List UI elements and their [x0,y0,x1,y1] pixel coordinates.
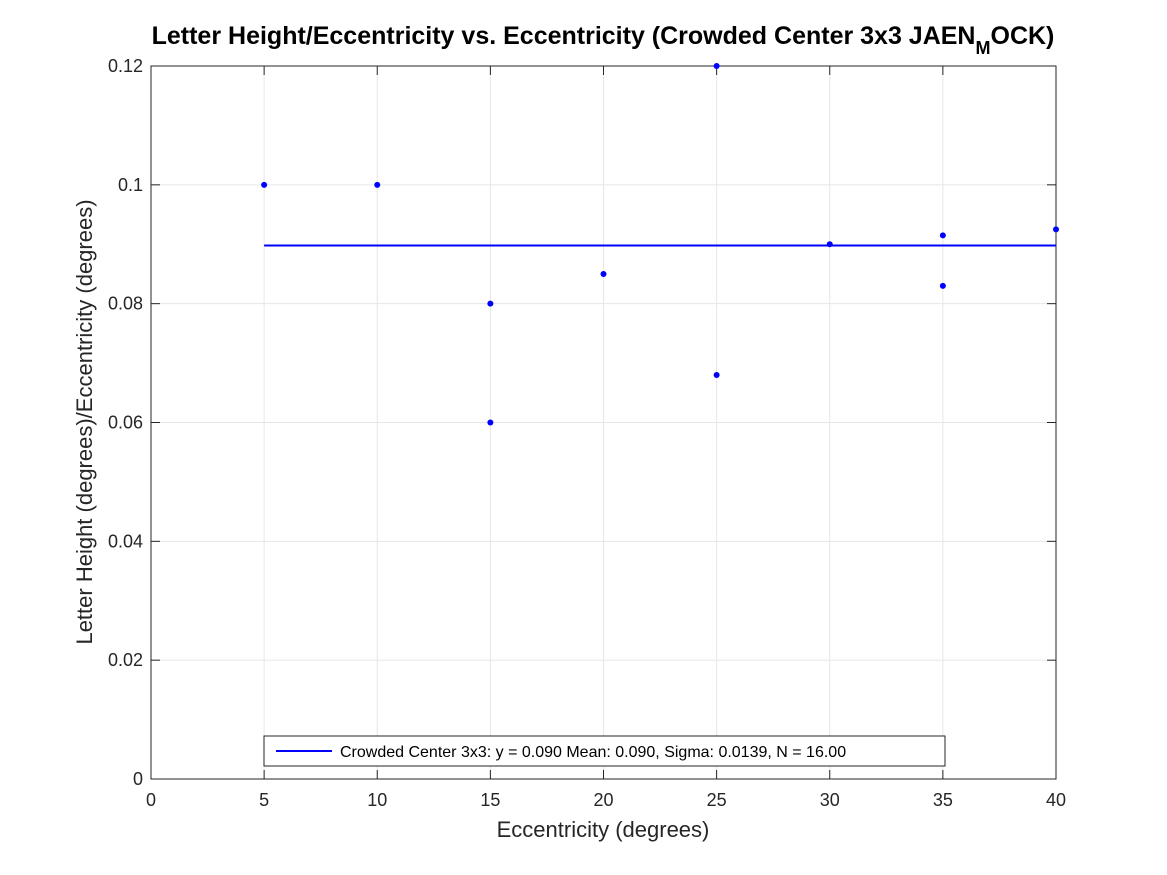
x-axis-label: Eccentricity (degrees) [497,817,710,842]
x-tick-label: 20 [593,790,613,810]
data-point [939,282,946,289]
data-points [261,63,1059,426]
y-tick-label: 0.08 [108,294,143,314]
y-tick-labels: 0 0.02 0.04 0.06 0.08 0.1 0.12 [108,56,143,789]
data-point [1053,226,1059,233]
chart-title-subscript: M [976,38,991,58]
data-point [600,270,607,277]
chart-title: Letter Height/Eccentricity vs. Eccentric… [152,22,1055,58]
data-point [713,63,720,69]
x-tick-labels: 0 5 10 15 20 25 30 35 40 [146,790,1066,810]
y-tick-label: 0.02 [108,650,143,670]
legend-box [263,735,946,767]
y-tick-label: 0 [133,769,143,789]
data-point [939,232,946,239]
x-tick-label: 5 [259,790,269,810]
axis-ticks [150,65,1057,780]
y-tick-label: 0.06 [108,413,143,433]
y-tick-label: 0.12 [108,56,143,76]
data-point [487,300,494,307]
x-tick-label: 30 [820,790,840,810]
legend-entry: Crowded Center 3x3: y = 0.090 Mean: 0.09… [340,744,846,761]
x-tick-label: 40 [1046,790,1066,810]
chart-title-main: Letter Height/Eccentricity vs. Eccentric… [152,22,976,50]
data-point [261,181,268,188]
x-tick-label: 0 [146,790,156,810]
data-point [826,241,833,248]
data-point [374,181,381,188]
y-axis-label: Letter Height (degrees)/Eccentricity (de… [72,199,97,644]
y-tick-label: 0.04 [108,531,143,551]
x-tick-label: 10 [367,790,387,810]
legend: Crowded Center 3x3: y = 0.090 Mean: 0.09… [263,735,946,767]
x-tick-label: 15 [480,790,500,810]
chart-title-end: OCK) [991,22,1055,50]
x-tick-label: 35 [933,790,953,810]
data-point [487,419,494,426]
x-tick-label: 25 [707,790,727,810]
data-point [713,371,720,378]
y-tick-label: 0.1 [118,175,143,195]
